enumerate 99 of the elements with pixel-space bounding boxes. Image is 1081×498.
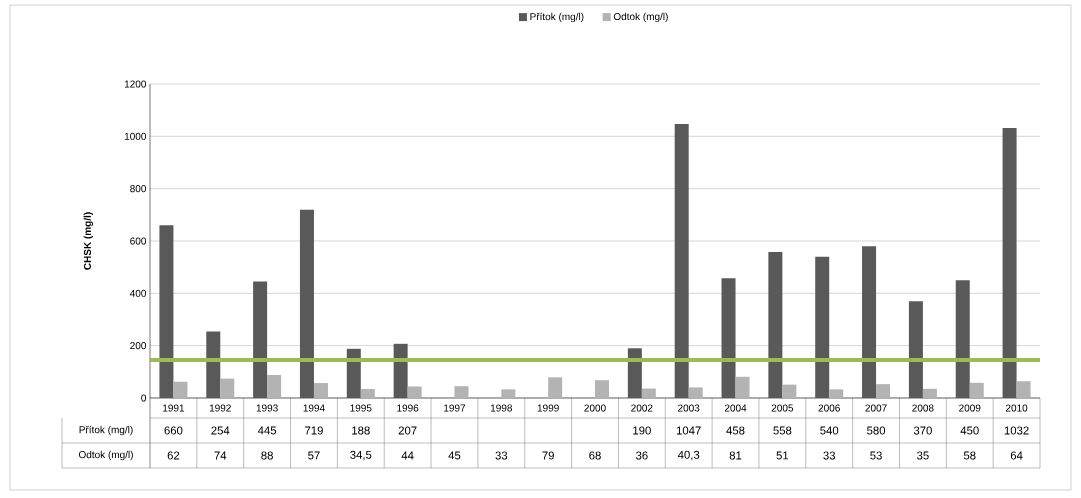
bar: [674, 124, 689, 398]
x-tick-label: 1998: [490, 404, 513, 412]
bar: [313, 383, 328, 398]
data-label: 36: [635, 451, 648, 460]
data-label: 81: [729, 451, 742, 460]
bar: [876, 384, 891, 398]
bar: [220, 378, 235, 398]
data-label: 44: [401, 451, 414, 460]
x-tick-label: 2003: [678, 404, 700, 412]
x-tick-label: 2007: [865, 404, 887, 412]
data-label: 370: [913, 426, 932, 435]
data-label: 57: [308, 451, 320, 460]
data-label: 68: [589, 451, 601, 460]
bar: [548, 377, 563, 398]
x-tick-label: 1991: [163, 404, 185, 412]
data-label: 207: [398, 426, 417, 435]
x-tick-label: 1993: [256, 404, 278, 412]
bar: [688, 387, 703, 398]
y-tick-label: 400: [129, 289, 147, 297]
data-label: 64: [1010, 451, 1023, 460]
data-label: 45: [448, 451, 461, 460]
x-tick-label: 2000: [584, 404, 606, 412]
bar: [922, 388, 937, 398]
y-tick-label: 600: [130, 237, 147, 245]
data-label: 79: [542, 451, 554, 460]
bar: [393, 343, 408, 398]
data-label: 719: [305, 426, 323, 435]
bar: [454, 386, 469, 398]
bar: [721, 278, 736, 398]
data-label: 33: [823, 451, 836, 460]
data-label: 445: [257, 426, 277, 435]
bar: [735, 376, 750, 398]
data-label: 35: [917, 451, 929, 460]
bar: [360, 388, 375, 398]
y-tick-label: 1000: [124, 132, 147, 140]
data-label: 450: [960, 426, 979, 435]
bar: [969, 382, 984, 398]
bar: [829, 389, 844, 398]
x-tick-label: 1994: [303, 404, 325, 412]
bar: [1002, 127, 1017, 398]
bar: [1016, 381, 1031, 398]
bar: [768, 251, 783, 398]
bar: [173, 381, 188, 398]
bar: [627, 348, 642, 398]
bar: [862, 246, 877, 398]
data-label: 51: [776, 451, 789, 460]
data-label: 34,5: [350, 450, 372, 461]
data-label: 540: [820, 426, 839, 435]
x-tick-label: 1996: [397, 404, 419, 412]
x-tick-label: 1992: [209, 404, 231, 412]
bar: [206, 331, 221, 398]
x-tick-label: 2002: [631, 404, 653, 412]
bar: [299, 209, 314, 398]
y-tick-label: 200: [130, 342, 147, 350]
bar: [346, 348, 361, 398]
y-tick-label: 800: [130, 185, 147, 193]
x-tick-label: 2008: [912, 404, 934, 412]
data-label: 62: [167, 451, 180, 460]
bar: [407, 386, 422, 398]
data-label: 660: [164, 426, 183, 435]
text: Přítok (mg/l): [79, 425, 133, 436]
data-label: 88: [261, 451, 273, 460]
bar: [159, 225, 174, 398]
bar: [908, 301, 923, 398]
x-tick-label: 1995: [350, 404, 372, 412]
legend-label: Odtok (mg/l): [613, 12, 668, 23]
bar: [501, 389, 516, 398]
data-label: 254: [211, 426, 230, 435]
data-label: 558: [773, 426, 792, 435]
bar: [955, 280, 970, 398]
data-label: 53: [870, 451, 882, 460]
y-tick-label: 0: [141, 394, 147, 402]
data-label: 458: [726, 426, 745, 435]
y-tick-label: 1200: [124, 80, 147, 88]
bar: [595, 380, 609, 398]
data-label: 1032: [1004, 426, 1029, 435]
legend-label: Přítok (mg/l): [530, 12, 584, 23]
bar: [641, 388, 656, 398]
data-label: 580: [867, 426, 886, 435]
bar: [253, 281, 268, 398]
bar: [815, 256, 830, 398]
data-label: 58: [963, 451, 976, 460]
bar: [267, 374, 282, 398]
x-tick-label: 1997: [444, 404, 466, 412]
y-axis-title: CHSK (mg/l): [83, 212, 93, 270]
data-label: 40,3: [677, 450, 700, 461]
x-tick-label: 1999: [537, 404, 559, 412]
x-tick-label: 2005: [771, 404, 794, 412]
x-tick-label: 2004: [724, 404, 747, 412]
x-tick-label: 2010: [1005, 404, 1028, 412]
x-tick-label: 2009: [959, 404, 981, 412]
data-label: 33: [495, 451, 508, 460]
data-label: 188: [352, 426, 370, 435]
x-tick-label: 2006: [818, 404, 840, 412]
text: Odtok (mg/l): [78, 450, 133, 461]
bar: [782, 384, 797, 398]
data-label: 190: [633, 426, 651, 435]
data-label: 1047: [676, 426, 701, 435]
data-label: 74: [214, 451, 227, 460]
